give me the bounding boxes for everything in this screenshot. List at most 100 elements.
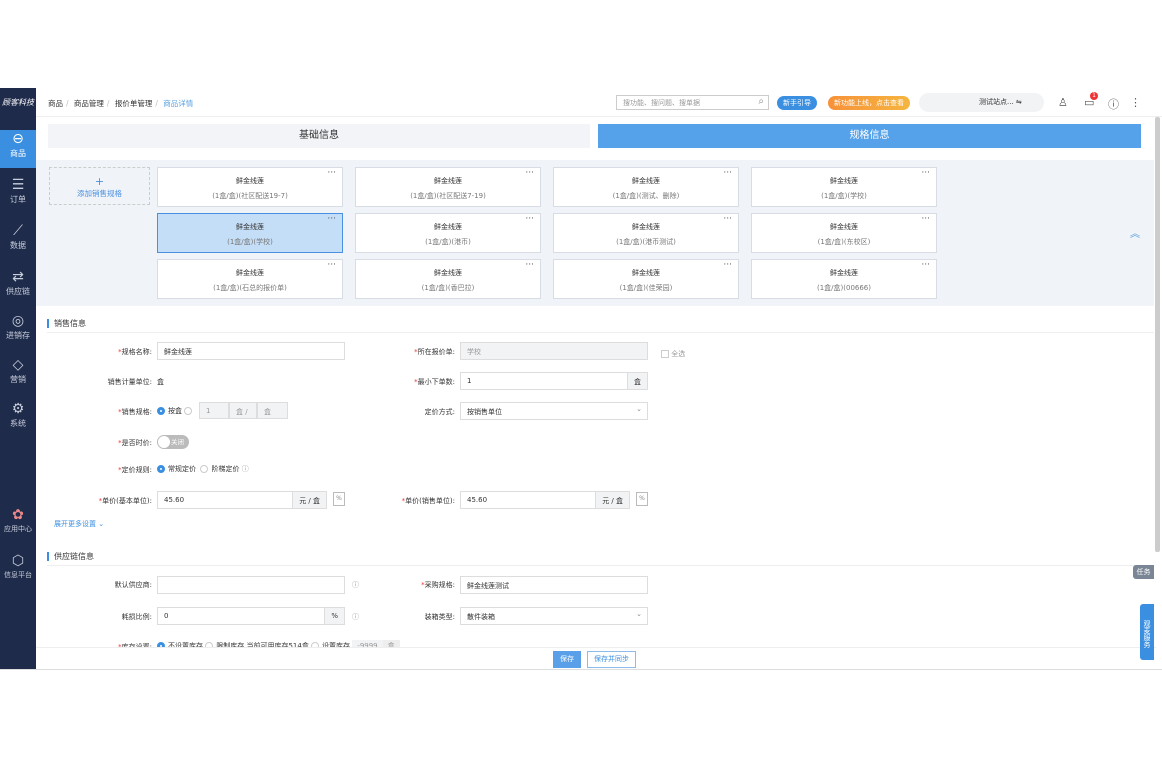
pricing-rule-radios[interactable]: 常规定价 阶梯定价 ⓘ [157, 464, 249, 474]
spec-card-desc: (1盒/盒)(港币) [425, 238, 471, 246]
spec-card-name: 鲜金线莲 [434, 223, 462, 231]
divider [47, 565, 1154, 566]
loss-ratio-input[interactable]: 0% [157, 607, 345, 625]
more-options-icon[interactable]: ··· [723, 260, 732, 270]
more-options-icon[interactable]: ··· [525, 168, 534, 178]
exchange-icon: ⇄ [12, 269, 24, 285]
cube-icon: ⬡ [11, 553, 25, 569]
more-options-icon[interactable]: ··· [921, 214, 930, 224]
calculator-icon[interactable]: % [636, 492, 648, 506]
more-options-icon[interactable]: ··· [327, 168, 336, 178]
tab-spec-info[interactable]: 规格信息 [598, 124, 1141, 148]
spec-card[interactable]: 鲜金线莲 (1盒/盒)(社区配送7-19) ··· [355, 167, 541, 207]
spec-card[interactable]: 鲜金线莲 (1盒/盒)(学校) ··· [751, 167, 937, 207]
spec-card-desc: (1盒/盒)(香巴拉) [421, 284, 475, 292]
help-circle-icon: ⓘ [241, 465, 249, 473]
sidebar-item-supply-chain[interactable]: ⇄ 供应链 [0, 268, 36, 306]
base-price-input[interactable]: 45.60 元 / 盒 [157, 491, 327, 509]
sidebar-item-inventory[interactable]: ◎ 进销存 [0, 312, 36, 350]
sidebar-item-goods[interactable]: ⊖ 商品 [0, 130, 36, 168]
spec-card-desc: (1盒/盒)(测试、删除) [612, 192, 680, 200]
spec-card[interactable]: 鲜金线莲 (1盒/盒)(香巴拉) ··· [355, 259, 541, 299]
more-options-icon[interactable]: ··· [525, 214, 534, 224]
save-button[interactable]: 保存 [553, 651, 581, 668]
tab-basic-info[interactable]: 基础信息 [48, 124, 590, 148]
new-feature-button[interactable]: 新功能上线，点击查看 [828, 96, 910, 110]
add-spec-button[interactable]: + 添加销售规格 [49, 167, 150, 205]
sale-spec-qty-input[interactable]: 1 [199, 402, 229, 419]
supplier-label: 默认供应商: [114, 581, 152, 589]
chevron-down-icon: ⌄ [98, 520, 105, 528]
sidebar-item-system[interactable]: ⚙ 系统 [0, 400, 36, 438]
sidebar-item-info-platform[interactable]: ⬡ 信息平台 [0, 552, 36, 590]
sale-spec-unit2[interactable]: 盒 [257, 402, 288, 419]
spec-card[interactable]: 鲜金线莲 (1盒/盒)(00666) ··· [751, 259, 937, 299]
more-options-icon[interactable]: ··· [327, 214, 336, 224]
spec-card[interactable]: 鲜金线莲 (1盒/盒)(测试、删除) ··· [553, 167, 739, 207]
spec-card-desc: (1盒/盒)(港币测试) [616, 238, 676, 246]
loss-ratio-label: 耗损比例: [121, 613, 152, 621]
spec-card-name: 鲜金线莲 [632, 177, 660, 185]
pricing-mode-select[interactable]: 按销售单位 ⌄ [460, 402, 648, 420]
more-options-icon[interactable]: ··· [327, 260, 336, 270]
user-switcher[interactable]: 测试站点... ⇋ [919, 93, 1044, 112]
help-circle-icon: ⓘ [352, 613, 359, 621]
sale-spec-label: *销售规格: [118, 408, 152, 416]
sidebar-item-orders[interactable]: ☰ 订单 [0, 176, 36, 214]
spec-card[interactable]: 鲜金线莲 (1盒/盒)(石总的报价单) ··· [157, 259, 343, 299]
message-icon[interactable]: ▭ [1084, 96, 1095, 109]
realtime-price-toggle[interactable]: 关闭 [157, 435, 189, 449]
more-options-icon[interactable]: ··· [723, 168, 732, 178]
spec-card[interactable]: 鲜金线莲 (1盒/盒)(港币) ··· [355, 213, 541, 253]
supplier-input[interactable] [157, 576, 345, 594]
spec-card[interactable]: 鲜金线莲 (1盒/盒)(港币测试) ··· [553, 213, 739, 253]
save-sync-button[interactable]: 保存并同步 [587, 651, 636, 668]
contacts-icon[interactable]: ♙ [1058, 96, 1068, 109]
spec-name-input[interactable]: 鲜金线莲 [157, 342, 345, 360]
scrollbar[interactable] [1155, 117, 1160, 552]
select-all-checkbox[interactable]: 全选 [661, 349, 685, 359]
more-icon[interactable]: ⋮ [1130, 96, 1141, 109]
task-button[interactable]: 任务 [1133, 565, 1154, 579]
spec-card[interactable]: 鲜金线莲 (1盒/盒)(佳荣园) ··· [553, 259, 739, 299]
more-options-icon[interactable]: ··· [723, 214, 732, 224]
search-input[interactable]: 搜功能、搜问题、搜单据 ⌕ [616, 95, 769, 110]
apps-icon: ✿ [12, 507, 24, 523]
pack-type-select[interactable]: 散件装箱 ⌄ [460, 607, 648, 625]
guide-button[interactable]: 新手引导 [777, 96, 817, 110]
pack-type-label: 装箱类型: [424, 613, 455, 621]
sidebar-item-app-center[interactable]: ✿ 应用中心 [0, 506, 36, 544]
purchase-spec-input[interactable]: 鲜金线莲测试 [460, 576, 648, 594]
breadcrumb-goods[interactable]: 商品 [48, 99, 63, 108]
chevron-down-icon: ⌄ [636, 405, 642, 413]
spec-card-desc: (1盒/盒)(东校区) [817, 238, 871, 246]
spec-card-name: 鲜金线莲 [632, 223, 660, 231]
spec-card[interactable]: 鲜金线莲 (1盒/盒)(学校) ··· [157, 213, 343, 253]
sale-spec-radio-box[interactable]: 按盒 [157, 406, 195, 416]
calculator-icon[interactable]: % [333, 492, 345, 506]
sidebar-item-data[interactable]: ⟋ 数据 [0, 222, 36, 260]
search-icon[interactable]: ⌕ [758, 96, 764, 107]
sidebar-item-marketing[interactable]: ◇ 营销 [0, 356, 36, 394]
user-name: 测试站点... [979, 98, 1014, 106]
service-button[interactable]: 观麦服务 [1140, 604, 1154, 660]
section-title-sales: 销售信息 [47, 319, 86, 328]
spec-card[interactable]: 鲜金线莲 (1盒/盒)(社区配送19-7) ··· [157, 167, 343, 207]
breadcrumb-quote-management[interactable]: 报价单管理 [114, 99, 153, 108]
app-window: 顾客科技 ⊖ 商品 ☰ 订单 ⟋ 数据 ⇄ 供应链 ◎ 进销存 ◇ 营销 ⚙ 系统 ✿ 应用中心… [0, 88, 1162, 670]
quote-input: 学校 [460, 342, 648, 360]
sale-price-input[interactable]: 45.60 元 / 盒 [460, 491, 630, 509]
spec-card-name: 鲜金线莲 [830, 177, 858, 185]
help-icon[interactable]: ⓘ [1108, 98, 1119, 111]
spec-card[interactable]: 鲜金线莲 (1盒/盒)(东校区) ··· [751, 213, 937, 253]
notification-badge: 1 [1090, 92, 1098, 100]
base-price-label: *单价(基本单位): [98, 497, 152, 505]
more-options-icon[interactable]: ··· [921, 168, 930, 178]
expand-more-link[interactable]: 展开更多设置 ⌄ [54, 520, 105, 528]
more-options-icon[interactable]: ··· [525, 260, 534, 270]
collapse-up-icon[interactable]: ︽ [1130, 229, 1140, 240]
breadcrumb-current: 商品详情 [163, 99, 194, 108]
breadcrumb-goods-management[interactable]: 商品管理 [73, 99, 104, 108]
more-options-icon[interactable]: ··· [921, 260, 930, 270]
